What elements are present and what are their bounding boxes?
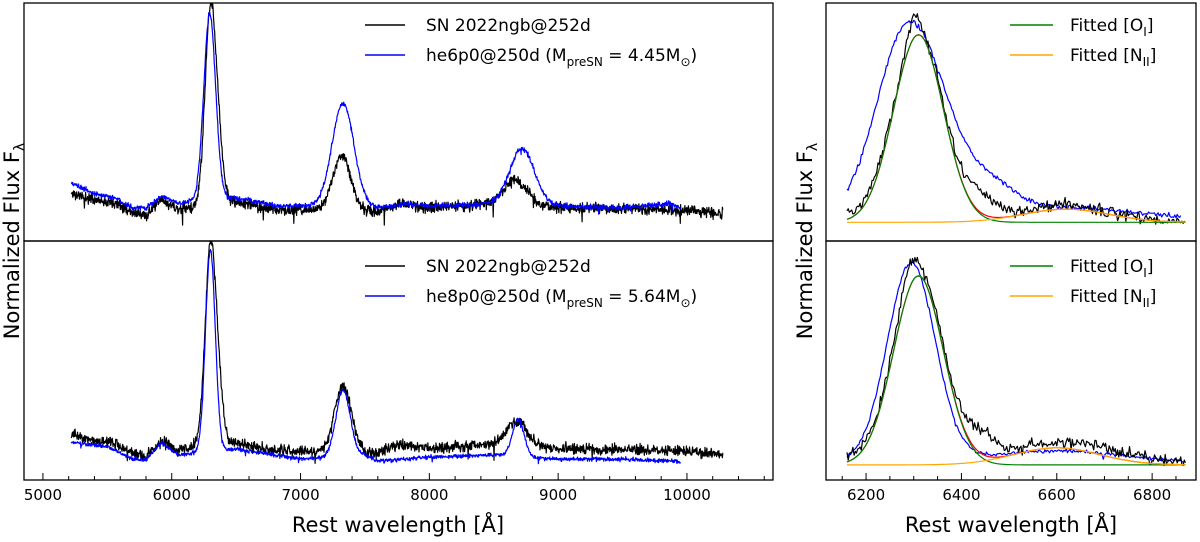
x-tick-label: 5000: [24, 486, 62, 504]
legend-label: SN 2022ngb@252d: [426, 16, 591, 36]
series-line-1: [846, 13, 1186, 225]
legend-label: Fitted [OI]: [1070, 16, 1153, 39]
x-tick-label: 8000: [410, 486, 448, 504]
legend-label: he6p0@250d (MpreSN = 4.45M⊙): [426, 46, 697, 69]
series-group: [70, 3, 724, 226]
x-tick-label: 6600: [1038, 486, 1076, 504]
x-tick-label: 10000: [663, 486, 711, 504]
series-line-4: [847, 208, 1186, 223]
x-tick-label: 6200: [847, 486, 885, 504]
legend-label: he8p0@250d (MpreSN = 5.64M⊙): [426, 287, 697, 310]
series-line-0: [70, 3, 724, 226]
legend-label: Fitted [OI]: [1070, 257, 1153, 280]
series-line-1: [70, 11, 681, 215]
x-axis-label-right: Rest wavelength [Å]: [905, 511, 1117, 537]
series-line-3: [846, 34, 1186, 223]
legend: Fitted [OI] Fitted [NII]: [1010, 257, 1156, 310]
series-line-1: [846, 256, 1187, 467]
x-tick-label: 7000: [281, 486, 319, 504]
y-axis-label-left: Normalized Flux Fλ: [0, 143, 28, 339]
legend-label: Fitted [NII]: [1070, 46, 1156, 69]
legend: SN 2022ngb@252d he6p0@250d (MpreSN = 4.45…: [365, 16, 697, 69]
legend: SN 2022ngb@252d he8p0@250d (MpreSN = 5.64…: [365, 257, 697, 310]
axes-frame: [23, 240, 774, 481]
series-line-0: [70, 241, 724, 464]
x-axis-label-left: Rest wavelength [Å]: [292, 511, 504, 537]
legend-label: Fitted [NII]: [1070, 287, 1156, 310]
legend-label: SN 2022ngb@252d: [426, 257, 591, 277]
series-group: [846, 256, 1187, 467]
panel-top-left: SN 2022ngb@252d he6p0@250d (MpreSN = 4.45…: [23, 2, 774, 242]
series-line-1: [70, 248, 681, 465]
axes-frame: [825, 240, 1197, 481]
panel-bottom-right: 6200 6400 6600 6800 Fitted [OI] Fitted [NII]: [825, 240, 1197, 504]
series-group: [846, 13, 1186, 225]
y-axis-label-right: Normalized Flux Fλ: [793, 143, 821, 339]
x-tick-label: 6400: [942, 486, 980, 504]
axes-frame: [825, 2, 1197, 242]
panel-top-right: Fitted [OI] Fitted [NII]: [825, 2, 1197, 242]
series-line-4: [847, 447, 1186, 466]
x-tick-label: 6000: [153, 486, 191, 504]
legend: Fitted [OI] Fitted [NII]: [1010, 16, 1156, 69]
x-tick-label: 9000: [539, 486, 577, 504]
panel-bottom-left: 5000 6000 7000 8000 9000 10000 SN 2022ngb@252d…: [23, 240, 774, 504]
x-tick-label: 6800: [1133, 486, 1171, 504]
series-group: [70, 241, 724, 465]
series-line-3: [846, 275, 1186, 466]
